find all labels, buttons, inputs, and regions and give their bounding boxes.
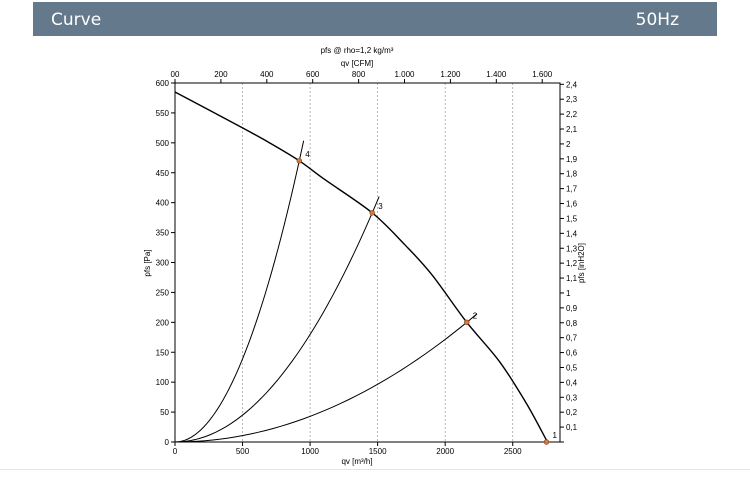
y2-tick-label: 0,6 [566,349,578,358]
x-axis-label: qv [m³/h] [341,457,372,466]
system-curve-line [174,140,305,443]
y-tick-label: 200 [156,318,170,327]
x-tick-label: 2500 [504,447,522,456]
operating-point [296,158,302,164]
header-bar: Curve 50Hz [33,2,717,36]
bottom-divider [0,469,750,470]
x-tick-label: 2000 [436,447,454,456]
y2-tick-label: 0,2 [566,408,578,417]
y-axis-label: pfs [Pa] [143,249,152,276]
y2-tick-label: 0,9 [566,304,578,313]
y-tick-label: 300 [156,259,170,268]
x2-tick-label: 1.000 [394,70,415,79]
system-curve-line [174,313,478,443]
operating-point-label: 2 [473,311,478,320]
y-tick-label: 50 [160,408,169,417]
y2-tick-label: 2 [566,140,571,149]
chart-title: pfs @ rho=1,2 kg/m³ [321,46,394,55]
y-tick-label: 0 [165,438,170,447]
y-tick-label: 400 [156,199,170,208]
y2-tick-label: 1,7 [566,185,578,194]
operating-point [369,210,375,216]
x2-tick-label: 00 [171,70,180,79]
operating-point [543,439,550,445]
x2-tick-label: 1.200 [440,70,461,79]
y2-tick-label: 0,7 [566,334,578,343]
y-tick-label: 100 [156,378,170,387]
y2-axis-label: pfs [inH2O] [577,243,586,283]
y2-tick-label: 2,2 [566,110,578,119]
x-tick-label: 1500 [369,447,387,456]
grid [242,83,514,442]
y2-tick-label: 0,4 [566,378,578,387]
y2-tick-label: 1,5 [566,214,578,223]
system-curve-line [174,196,380,443]
operating-point-label: 4 [305,150,310,159]
y2-tick-label: 2,3 [566,95,578,104]
y2-tick-label: 1,9 [566,155,578,164]
fan-curve-line [174,91,548,441]
ticks: 0 500 1000 1500 2000 250005010015020025030035… [156,70,578,456]
y2-tick-label: 2,4 [566,80,578,89]
x-tick-label: 1000 [301,447,319,456]
section-title: Curve [51,10,102,30]
x2-tick-label: 400 [260,70,274,79]
x-tick-label: 0 [173,447,178,456]
y2-tick-label: 0,8 [566,319,578,328]
y-tick-label: 600 [156,79,170,88]
plot-frame [174,82,561,443]
operating-point-label: 3 [378,202,383,211]
curves [174,91,548,443]
y-tick-label: 150 [156,348,170,357]
y-tick-label: 250 [156,288,170,297]
x2-tick-label: 600 [306,70,320,79]
operating-point [464,319,470,326]
y2-tick-label: 0,1 [566,423,578,432]
x2-tick-label: 200 [214,70,228,79]
y2-tick-label: 1,1 [566,274,578,283]
marks: 1 2 3 4 [296,150,557,445]
x2-tick-label: 1.400 [486,70,507,79]
y2-tick-label: 1,2 [566,259,578,268]
y2-tick-label: 0,5 [566,363,578,372]
y2-tick-label: 1,3 [566,244,578,253]
x2-tick-label: 800 [352,70,366,79]
x2-tick-label: 1.600 [532,70,553,79]
y-tick-label: 450 [156,169,170,178]
x-tick-label: 500 [236,447,250,456]
y-tick-label: 550 [156,109,170,118]
y-tick-label: 500 [156,139,170,148]
y2-tick-label: 1,4 [566,229,578,238]
operating-point-label: 1 [552,431,557,440]
y2-tick-label: 0,3 [566,393,578,402]
y2-tick-label: 1,8 [566,170,578,179]
y2-tick-label: 2,1 [566,125,578,134]
y2-tick-label: 1,6 [566,200,578,209]
y2-tick-label: 1 [566,289,571,298]
y-tick-label: 350 [156,229,170,238]
x2-axis-label: qv [CFM] [341,59,373,68]
frequency-label: 50Hz [635,10,679,30]
